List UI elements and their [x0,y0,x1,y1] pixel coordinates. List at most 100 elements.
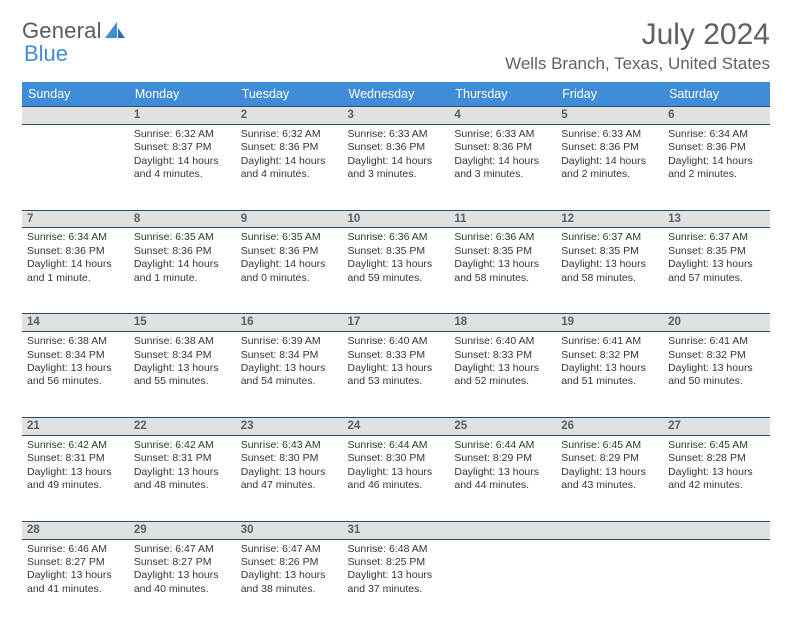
day-cell: Sunrise: 6:42 AMSunset: 8:31 PMDaylight:… [22,435,129,521]
daylight-line: Daylight: 13 hours and 58 minutes. [454,258,551,285]
title-block: July 2024 Wells Branch, Texas, United St… [505,18,770,74]
day-cell [22,124,129,210]
sunrise-line: Sunrise: 6:40 AM [454,335,551,348]
day-cell: Sunrise: 6:37 AMSunset: 8:35 PMDaylight:… [663,228,770,314]
daylight-line: Daylight: 13 hours and 58 minutes. [561,258,658,285]
sunrise-line: Sunrise: 6:40 AM [348,335,445,348]
day-cell: Sunrise: 6:35 AMSunset: 8:36 PMDaylight:… [236,228,343,314]
day-number: 5 [556,107,663,125]
sunrise-line: Sunrise: 6:45 AM [561,439,658,452]
sunrise-line: Sunrise: 6:44 AM [454,439,551,452]
day-cell: Sunrise: 6:41 AMSunset: 8:32 PMDaylight:… [663,332,770,418]
day-cell: Sunrise: 6:32 AMSunset: 8:36 PMDaylight:… [236,124,343,210]
sunrise-line: Sunrise: 6:37 AM [668,231,765,244]
daylight-line: Daylight: 13 hours and 55 minutes. [134,362,231,389]
day-number: 28 [22,521,129,539]
sunset-line: Sunset: 8:36 PM [454,141,551,154]
daylight-line: Daylight: 13 hours and 54 minutes. [241,362,338,389]
weekday-header: Wednesday [343,82,450,107]
sunset-line: Sunset: 8:35 PM [561,245,658,258]
day-number: 9 [236,210,343,228]
day-number: 22 [129,418,236,436]
sunset-line: Sunset: 8:27 PM [134,556,231,569]
sunrise-line: Sunrise: 6:36 AM [348,231,445,244]
weekday-header-row: Sunday Monday Tuesday Wednesday Thursday… [22,82,770,107]
sunrise-line: Sunrise: 6:42 AM [27,439,124,452]
day-cell: Sunrise: 6:44 AMSunset: 8:30 PMDaylight:… [343,435,450,521]
sunset-line: Sunset: 8:25 PM [348,556,445,569]
day-cell: Sunrise: 6:42 AMSunset: 8:31 PMDaylight:… [129,435,236,521]
day-cell: Sunrise: 6:40 AMSunset: 8:33 PMDaylight:… [343,332,450,418]
day-number: 30 [236,521,343,539]
sunrise-line: Sunrise: 6:47 AM [134,543,231,556]
daylight-line: Daylight: 13 hours and 53 minutes. [348,362,445,389]
daylight-line: Daylight: 14 hours and 3 minutes. [454,155,551,182]
sunrise-line: Sunrise: 6:33 AM [454,128,551,141]
sunrise-line: Sunrise: 6:34 AM [27,231,124,244]
day-number: 20 [663,314,770,332]
day-number: 24 [343,418,450,436]
sunrise-line: Sunrise: 6:35 AM [241,231,338,244]
day-number: 25 [449,418,556,436]
day-cell: Sunrise: 6:33 AMSunset: 8:36 PMDaylight:… [343,124,450,210]
day-number: 10 [343,210,450,228]
sunrise-line: Sunrise: 6:46 AM [27,543,124,556]
day-number: 31 [343,521,450,539]
day-number [556,521,663,539]
daylight-line: Daylight: 13 hours and 40 minutes. [134,569,231,596]
daynum-row: 14151617181920 [22,314,770,332]
sunset-line: Sunset: 8:36 PM [27,245,124,258]
daynum-row: 123456 [22,107,770,125]
daylight-line: Daylight: 13 hours and 48 minutes. [134,466,231,493]
daylight-line: Daylight: 13 hours and 56 minutes. [27,362,124,389]
sunset-line: Sunset: 8:29 PM [454,452,551,465]
daylight-line: Daylight: 13 hours and 37 minutes. [348,569,445,596]
sunset-line: Sunset: 8:31 PM [134,452,231,465]
week-row: Sunrise: 6:42 AMSunset: 8:31 PMDaylight:… [22,435,770,521]
sunset-line: Sunset: 8:36 PM [561,141,658,154]
week-row: Sunrise: 6:38 AMSunset: 8:34 PMDaylight:… [22,332,770,418]
calendar-table: Sunday Monday Tuesday Wednesday Thursday… [22,82,770,625]
sunrise-line: Sunrise: 6:39 AM [241,335,338,348]
daylight-line: Daylight: 14 hours and 2 minutes. [668,155,765,182]
sunrise-line: Sunrise: 6:38 AM [134,335,231,348]
sunset-line: Sunset: 8:34 PM [27,349,124,362]
day-number: 7 [22,210,129,228]
day-number: 2 [236,107,343,125]
sunset-line: Sunset: 8:32 PM [561,349,658,362]
day-number: 26 [556,418,663,436]
daylight-line: Daylight: 13 hours and 47 minutes. [241,466,338,493]
sunset-line: Sunset: 8:36 PM [241,141,338,154]
day-cell: Sunrise: 6:48 AMSunset: 8:25 PMDaylight:… [343,539,450,625]
sunrise-line: Sunrise: 6:38 AM [27,335,124,348]
day-cell: Sunrise: 6:45 AMSunset: 8:29 PMDaylight:… [556,435,663,521]
day-cell [556,539,663,625]
day-cell: Sunrise: 6:44 AMSunset: 8:29 PMDaylight:… [449,435,556,521]
weekday-header: Tuesday [236,82,343,107]
daylight-line: Daylight: 14 hours and 2 minutes. [561,155,658,182]
sunset-line: Sunset: 8:36 PM [668,141,765,154]
sunset-line: Sunset: 8:26 PM [241,556,338,569]
sunset-line: Sunset: 8:36 PM [348,141,445,154]
day-cell: Sunrise: 6:36 AMSunset: 8:35 PMDaylight:… [343,228,450,314]
day-number: 27 [663,418,770,436]
day-number: 18 [449,314,556,332]
day-number: 14 [22,314,129,332]
daylight-line: Daylight: 14 hours and 4 minutes. [134,155,231,182]
daylight-line: Daylight: 14 hours and 4 minutes. [241,155,338,182]
sunset-line: Sunset: 8:33 PM [454,349,551,362]
sunset-line: Sunset: 8:28 PM [668,452,765,465]
daylight-line: Daylight: 14 hours and 3 minutes. [348,155,445,182]
page-header: General July 2024 Wells Branch, Texas, U… [22,18,770,74]
day-cell: Sunrise: 6:47 AMSunset: 8:27 PMDaylight:… [129,539,236,625]
sunrise-line: Sunrise: 6:34 AM [668,128,765,141]
sunrise-line: Sunrise: 6:42 AM [134,439,231,452]
day-number: 29 [129,521,236,539]
day-cell: Sunrise: 6:33 AMSunset: 8:36 PMDaylight:… [556,124,663,210]
sunrise-line: Sunrise: 6:45 AM [668,439,765,452]
daylight-line: Daylight: 14 hours and 1 minute. [27,258,124,285]
sunrise-line: Sunrise: 6:44 AM [348,439,445,452]
daylight-line: Daylight: 13 hours and 38 minutes. [241,569,338,596]
day-cell: Sunrise: 6:36 AMSunset: 8:35 PMDaylight:… [449,228,556,314]
sunset-line: Sunset: 8:29 PM [561,452,658,465]
